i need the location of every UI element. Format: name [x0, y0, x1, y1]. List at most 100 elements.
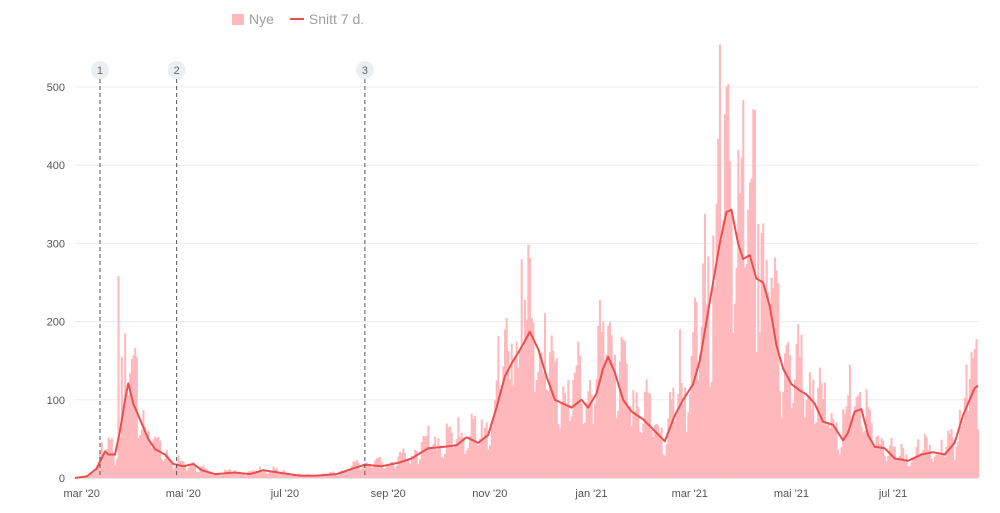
daily-bar [184, 466, 187, 478]
daily-bar [337, 475, 340, 478]
daily-bar [404, 452, 407, 478]
daily-bar [878, 443, 881, 478]
daily-bar [887, 455, 890, 478]
daily-bar [427, 425, 430, 478]
daily-bar [888, 445, 891, 478]
daily-bar [565, 403, 568, 478]
daily-bar [262, 471, 265, 478]
daily-bar [697, 379, 700, 478]
daily-bar [400, 453, 403, 478]
legend-item-nye[interactable]: Nye [232, 11, 274, 27]
daily-bar [504, 329, 507, 478]
daily-bar [740, 157, 743, 478]
daily-bar [212, 473, 215, 478]
daily-bar [797, 324, 800, 478]
daily-bar [499, 389, 502, 478]
daily-bar [835, 422, 838, 478]
daily-bar [965, 364, 968, 478]
daily-bar [374, 460, 377, 478]
legend-item-snitt[interactable]: Snitt 7 d. [289, 11, 364, 27]
daily-bar [482, 437, 485, 478]
daily-bar [898, 455, 901, 478]
daily-bar [812, 379, 815, 478]
daily-bar [790, 408, 793, 478]
daily-bar [850, 419, 853, 478]
daily-bar [390, 461, 393, 478]
daily-bar [862, 432, 865, 478]
daily-bar [415, 451, 418, 478]
daily-bar [602, 321, 605, 478]
daily-bar [867, 407, 870, 478]
daily-bar [707, 256, 710, 478]
daily-bar [199, 466, 202, 478]
daily-bar [430, 449, 433, 478]
daily-bar [327, 474, 330, 478]
y-tick-label: 200 [47, 317, 65, 329]
daily-bar [588, 380, 592, 478]
daily-bar [967, 410, 970, 478]
daily-bar [800, 334, 803, 478]
daily-bar [232, 472, 235, 478]
event-marker-badge [167, 61, 186, 79]
daily-bar [727, 84, 730, 478]
daily-bar [645, 379, 648, 478]
daily-bar [687, 412, 690, 478]
daily-bar [963, 397, 966, 478]
daily-bar [455, 439, 458, 478]
daily-bar [575, 365, 578, 478]
daily-bar [357, 462, 360, 478]
daily-bar [858, 391, 861, 478]
daily-bar [603, 359, 607, 478]
daily-bar [459, 437, 462, 478]
daily-bar [399, 451, 402, 478]
daily-bar [334, 472, 337, 478]
daily-bar [743, 267, 746, 478]
daily-bar [567, 380, 570, 478]
daily-bar [379, 456, 382, 478]
daily-bar [540, 352, 543, 478]
daily-bar [818, 367, 821, 478]
daily-bar [480, 419, 483, 478]
daily-bar [750, 178, 753, 479]
event-marker-badge [90, 61, 109, 79]
daily-bar [872, 446, 875, 478]
daily-bar [475, 442, 478, 478]
daily-bar [768, 304, 771, 478]
daily-bar [190, 463, 193, 478]
daily-bar [392, 464, 395, 478]
daily-bar [583, 422, 587, 478]
daily-bar [890, 437, 893, 478]
daily-bar [315, 475, 318, 478]
daily-bar [953, 459, 956, 478]
daily-bar [542, 373, 545, 478]
daily-bar [710, 381, 713, 478]
daily-bar [868, 410, 871, 478]
daily-bar [843, 413, 846, 478]
event-marker-label: 3 [362, 65, 368, 77]
daily-bar [380, 461, 383, 478]
daily-bar [167, 456, 170, 478]
daily-bar [875, 436, 878, 478]
daily-bar [855, 397, 858, 478]
daily-bar [893, 446, 896, 478]
daily-bar [347, 471, 350, 478]
daily-bar [122, 404, 125, 478]
daily-bar [538, 354, 542, 478]
daily-bar [933, 456, 936, 478]
daily-bar [519, 350, 522, 478]
daily-bar [738, 193, 741, 478]
daily-bar [102, 456, 105, 478]
daily-bar [95, 465, 98, 478]
daily-bar [225, 471, 228, 478]
daily-bar [442, 457, 445, 478]
daily-bar [595, 378, 598, 478]
daily-bar [708, 387, 711, 478]
daily-bar [973, 348, 976, 478]
daily-bar [550, 335, 553, 478]
daily-bar [267, 473, 270, 478]
daily-bar [628, 406, 632, 478]
daily-bar [180, 460, 183, 478]
daily-bar [647, 392, 650, 478]
daily-bar [205, 469, 208, 478]
